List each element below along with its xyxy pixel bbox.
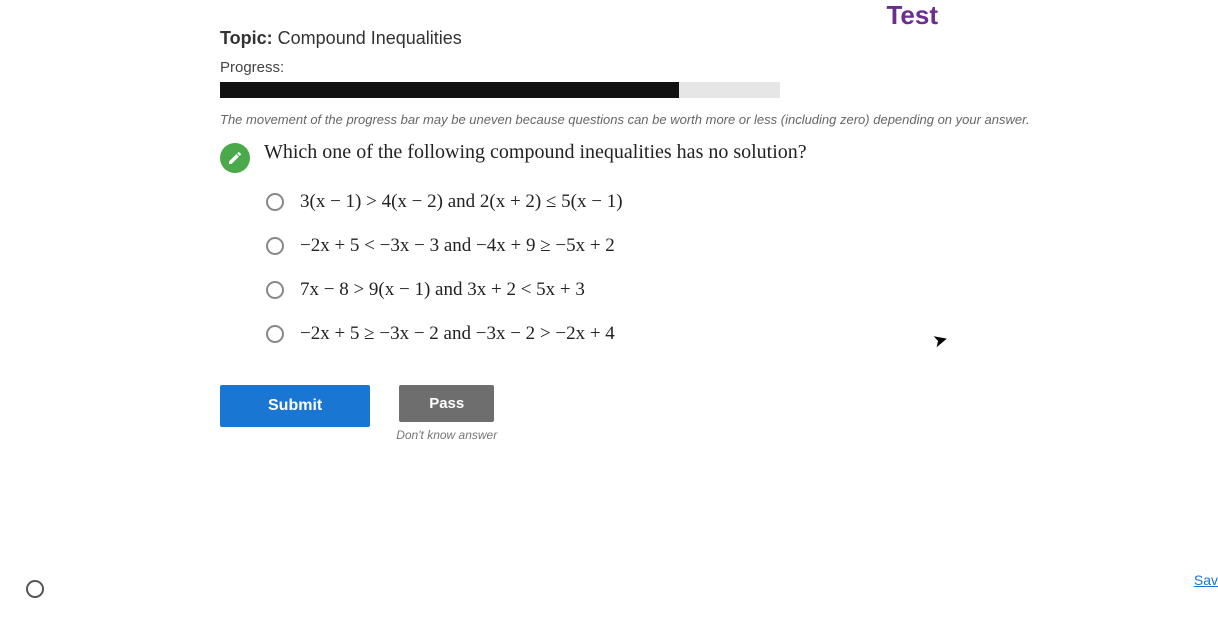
save-link[interactable]: Sav xyxy=(1194,572,1218,588)
actions-row: Submit Pass Don't know answer xyxy=(220,385,1178,442)
test-heading: Test xyxy=(886,0,938,31)
option-4[interactable]: −2x + 5 ≥ −3x − 2 and −3x − 2 > −2x + 4 xyxy=(266,323,1178,345)
radio-icon xyxy=(266,193,284,211)
progress-fill xyxy=(220,82,679,98)
radio-icon xyxy=(266,325,284,343)
question-row: Which one of the following compound ineq… xyxy=(220,141,1178,173)
pass-column: Pass Don't know answer xyxy=(396,385,497,442)
option-1[interactable]: 3(x − 1) > 4(x − 2) and 2(x + 2) ≤ 5(x −… xyxy=(266,191,1178,213)
progress-note: The movement of the progress bar may be … xyxy=(220,112,1178,127)
radio-icon xyxy=(266,281,284,299)
quiz-page: Test Topic: Compound Inequalities Progre… xyxy=(0,0,1218,618)
pencil-icon xyxy=(220,143,250,173)
option-4-math: −2x + 5 ≥ −3x − 2 and −3x − 2 > −2x + 4 xyxy=(300,323,615,345)
options-group: 3(x − 1) > 4(x − 2) and 2(x + 2) ≤ 5(x −… xyxy=(266,191,1178,345)
topic-label: Topic: xyxy=(220,28,273,48)
home-icon[interactable] xyxy=(26,580,44,598)
option-3-math: 7x − 8 > 9(x − 1) and 3x + 2 < 5x + 3 xyxy=(300,279,585,301)
topic-line: Topic: Compound Inequalities xyxy=(220,0,1178,49)
question-text: Which one of the following compound ineq… xyxy=(264,141,807,164)
radio-icon xyxy=(266,237,284,255)
option-1-math: 3(x − 1) > 4(x − 2) and 2(x + 2) ≤ 5(x −… xyxy=(300,191,623,213)
submit-button[interactable]: Submit xyxy=(220,385,370,427)
topic-value: Compound Inequalities xyxy=(278,28,462,48)
option-3[interactable]: 7x − 8 > 9(x − 1) and 3x + 2 < 5x + 3 xyxy=(266,279,1178,301)
progress-label: Progress: xyxy=(220,59,1178,76)
pass-button[interactable]: Pass xyxy=(399,385,494,422)
option-2[interactable]: −2x + 5 < −3x − 3 and −4x + 9 ≥ −5x + 2 xyxy=(266,235,1178,257)
option-2-math: −2x + 5 < −3x − 3 and −4x + 9 ≥ −5x + 2 xyxy=(300,235,615,257)
pass-hint: Don't know answer xyxy=(396,428,497,442)
progress-bar xyxy=(220,82,780,98)
